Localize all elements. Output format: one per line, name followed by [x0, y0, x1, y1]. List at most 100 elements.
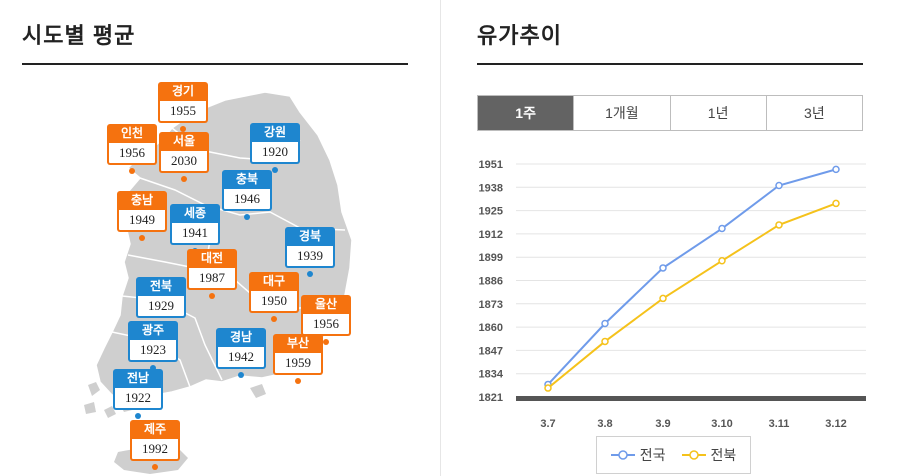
region-price: 1992 — [130, 439, 180, 461]
region-name: 경기 — [158, 82, 208, 101]
y-tick-label: 1951 — [479, 159, 503, 171]
period-tabs: 1주 1개월 1년 3년 — [477, 95, 863, 131]
region-location-dot — [295, 378, 301, 384]
region-name: 경북 — [285, 227, 335, 246]
region-price: 1955 — [158, 101, 208, 123]
region-pin-4[interactable]: 충북 1946 — [222, 170, 272, 220]
series-point-1 — [544, 384, 552, 392]
region-price: 1942 — [216, 347, 266, 369]
series-line-1 — [547, 202, 837, 389]
y-tick-label: 1860 — [479, 322, 503, 334]
region-pin-10[interactable]: 대구 1950 — [249, 272, 299, 322]
title-underline — [22, 63, 408, 65]
tab-1-week[interactable]: 1주 — [478, 96, 574, 130]
series-point-0 — [601, 319, 609, 328]
tab-3-years[interactable]: 3년 — [765, 96, 862, 130]
price-trend-title: 유가추이 — [477, 23, 562, 48]
x-tick-label: 3.9 — [655, 418, 670, 430]
region-location-dot — [152, 464, 158, 470]
region-pin-9[interactable]: 전북 1929 — [136, 277, 186, 327]
series-point-1 — [601, 337, 609, 346]
region-pin-7[interactable]: 경북 1939 — [285, 227, 335, 277]
region-pin-12[interactable]: 광주 1923 — [128, 321, 178, 371]
region-location-dot — [139, 235, 145, 241]
series-point-0 — [718, 224, 726, 233]
region-price: 1987 — [187, 268, 237, 290]
region-pin-3[interactable]: 강원 1920 — [250, 123, 300, 173]
region-pin-1[interactable]: 인천 1956 — [107, 124, 157, 174]
region-price: 1956 — [107, 143, 157, 165]
series-point-1 — [832, 199, 840, 208]
y-tick-label: 1834 — [479, 369, 504, 381]
region-pin-8[interactable]: 대전 1987 — [187, 249, 237, 299]
region-name: 대전 — [187, 249, 237, 268]
region-price: 1949 — [117, 210, 167, 232]
korea-map — [84, 91, 353, 474]
y-tick-label: 1912 — [479, 229, 503, 241]
legend-item-jeonbuk[interactable]: 전북 — [681, 445, 736, 465]
region-price: 1956 — [301, 314, 351, 336]
y-tick-label: 1938 — [479, 182, 503, 194]
region-pin-13[interactable]: 경남 1942 — [216, 328, 266, 378]
series-point-0 — [832, 165, 840, 174]
region-location-dot — [181, 176, 187, 182]
region-location-dot — [129, 168, 135, 174]
region-name: 전북 — [136, 277, 186, 296]
x-tick-label: 3.7 — [540, 418, 555, 430]
series-point-1 — [659, 294, 667, 303]
region-pin-14[interactable]: 부산 1959 — [273, 334, 323, 384]
series-point-0 — [659, 264, 667, 272]
tab-1-month[interactable]: 1개월 — [573, 96, 669, 130]
series-point-0 — [775, 181, 783, 190]
region-location-dot — [244, 214, 250, 220]
tab-1-year[interactable]: 1년 — [669, 96, 766, 130]
region-price: 1941 — [170, 223, 220, 245]
y-tick-label: 1886 — [479, 276, 503, 288]
title-underline — [477, 63, 863, 65]
x-tick-label: 3.12 — [825, 418, 846, 430]
series-line-0 — [547, 168, 837, 386]
region-name: 울산 — [301, 295, 351, 314]
region-name: 경남 — [216, 328, 266, 347]
region-price: 1922 — [113, 388, 163, 410]
region-price: 1959 — [273, 353, 323, 375]
region-pin-2[interactable]: 서울 2030 — [159, 132, 209, 182]
x-tick-label: 3.11 — [769, 418, 790, 430]
region-location-dot — [307, 271, 313, 277]
region-name: 서울 — [159, 132, 209, 151]
region-pin-5[interactable]: 충남 1949 — [117, 191, 167, 241]
x-tick-label: 3.8 — [597, 418, 612, 430]
region-location-dot — [272, 167, 278, 173]
region-pin-11[interactable]: 울산 1956 — [301, 295, 351, 345]
region-location-dot — [150, 365, 156, 371]
region-pin-0[interactable]: 경기 1955 — [158, 82, 208, 132]
region-name: 충북 — [222, 170, 272, 189]
region-price: 1946 — [222, 189, 272, 211]
region-pin-16[interactable]: 제주 1992 — [130, 420, 180, 470]
region-name: 제주 — [130, 420, 180, 439]
region-location-dot — [238, 372, 244, 378]
legend-label-national: 전국 — [639, 447, 666, 463]
region-name: 세종 — [170, 204, 220, 223]
series-point-1 — [775, 221, 783, 229]
region-name: 충남 — [117, 191, 167, 210]
region-location-dot — [323, 339, 329, 345]
region-name: 인천 — [107, 124, 157, 143]
panel-divider — [440, 0, 441, 476]
region-pin-6[interactable]: 세종 1941 — [170, 204, 220, 254]
region-pin-15[interactable]: 전남 1922 — [113, 369, 163, 419]
region-name: 대구 — [249, 272, 299, 291]
region-location-dot — [135, 413, 141, 419]
region-location-dot — [271, 316, 277, 322]
y-tick-label: 1899 — [479, 252, 503, 264]
region-name: 부산 — [273, 334, 323, 353]
chart-legend: 전국 전북 — [596, 436, 751, 474]
regional-average-title: 시도별 평균 — [22, 23, 136, 48]
legend-line-icon-jeonbuk — [681, 450, 706, 460]
region-price: 1920 — [250, 142, 300, 164]
region-price: 1950 — [249, 291, 299, 313]
legend-line-icon-national — [610, 450, 635, 460]
region-location-dot — [209, 293, 215, 299]
y-tick-label: 1847 — [479, 345, 503, 357]
legend-item-national[interactable]: 전국 — [610, 445, 666, 465]
